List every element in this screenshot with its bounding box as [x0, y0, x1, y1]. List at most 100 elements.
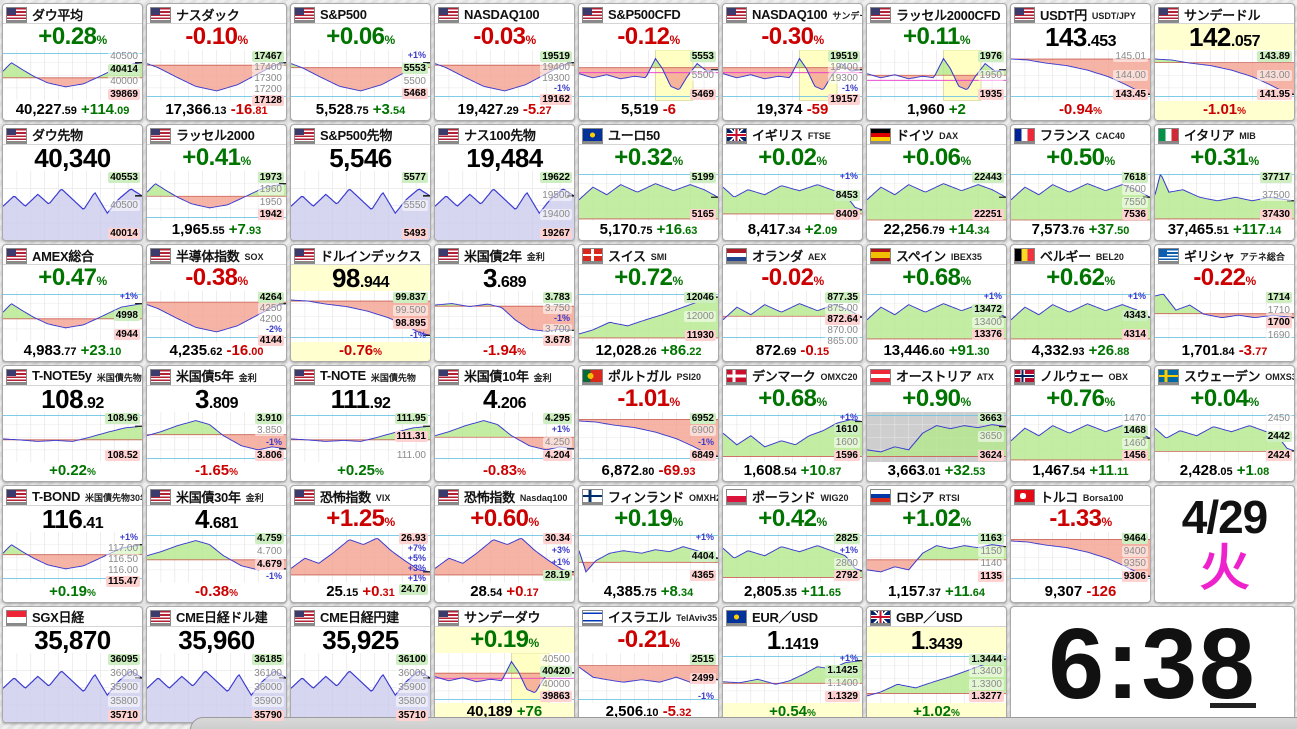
market-tile[interactable]: イギリス FTSE +0.02% +1% 8453 8409 8,417.34 +2… [722, 123, 863, 241]
market-tile[interactable]: 恐怖指数 VIX +1.25% 26.93 +7% +5% +3% +1% 24.70 2… [290, 485, 431, 603]
market-tile[interactable]: 米国債5年 金利 3.809 3.910 3.850 -1% 3.806 -1.65% [146, 364, 287, 482]
value-change: +86 [660, 341, 687, 359]
market-tile[interactable]: 恐怖指数 Nasdaq100 +0.60% 30.34 +3% +1% 28.19 2… [434, 485, 575, 603]
market-tile[interactable]: ラッセル2000CFD +0.11% 1976 1950 1935 1,960 +2 [866, 3, 1007, 121]
mini-chart: 40553 40500 40014 [3, 170, 142, 240]
axis-label: 1.1400 [825, 678, 860, 690]
market-tile[interactable]: GBP／USD 1.3439 1.3444 1.3400 1.3300 1.3277 … [866, 605, 1007, 723]
country-flag-icon [150, 248, 171, 262]
market-tile[interactable]: スペイン IBEX35 +0.68% +1% 13472 13400 13376 13… [866, 244, 1007, 362]
market-tile[interactable]: 米国債10年 金利 4.206 4.295 +1% 4.250 4.204 -0.83… [434, 364, 575, 482]
market-tile[interactable]: トルコ Borsa100 -1.33% 9464 9400 9350 9306 9,3… [1010, 485, 1151, 603]
tile-main-value: 143.453 [1011, 24, 1150, 50]
tile-subtitle: 金利 [245, 493, 264, 503]
market-tile[interactable]: CME日経ドル建 35,960 36185 36100 36000 35900 3579… [146, 605, 287, 723]
axis-label: 40000 [540, 678, 572, 690]
market-tile[interactable]: ノルウェー OBX +0.76% 1470 1468 1460 1456 1,467.… [1010, 364, 1151, 482]
market-tile[interactable]: ユーロ50 +0.32% 5199 5165 5,170.75 +16.63 [578, 123, 719, 241]
tile-title: イスラエル [608, 610, 672, 625]
market-tile[interactable]: ポーランド WIG20 +0.42% 2825 +1% 2800 2792 2,805… [722, 485, 863, 603]
value-change: -3 [1238, 341, 1253, 359]
mini-chart: 9464 9400 9350 9306 [1011, 532, 1150, 583]
tile-header: NASDAQ100 [435, 4, 574, 24]
market-tile[interactable]: サンデーダウ +0.19% 40500 40420 40000 39863 40,18… [434, 605, 575, 723]
market-tile[interactable]: S&P500先物 5,546 5577 5550 5493 [290, 123, 431, 241]
market-tile[interactable]: S&P500 +0.06% +1% 5553 5500 5468 5,528.75 +… [290, 3, 431, 121]
value-change: +1 [1236, 462, 1254, 479]
value-change: -59 [806, 100, 829, 118]
market-tile[interactable]: 半導体指数 SOX -0.38% 4264 4250 4200 -2% 4144 4,2… [146, 244, 287, 362]
date-cell: 4/29 火 [1154, 485, 1295, 603]
market-tile[interactable]: ナス100先物 19,484 19622 19500 19400 19267 [434, 123, 575, 241]
scrollbar-hint[interactable] [190, 717, 1297, 729]
market-tile[interactable]: SGX日経 35,870 36095 36000 35900 35800 35710 [2, 605, 143, 723]
value-change-decimal: .32 [676, 707, 692, 719]
market-tile[interactable]: ナスダック -0.10% 17467 17400 17300 17200 17128 1… [146, 3, 287, 121]
change-percent: +0.42% [758, 505, 827, 532]
market-tile[interactable]: 米国債2年 金利 3.689 3.783 3.750 -1% 3.700 3.678 -… [434, 244, 575, 362]
market-tile[interactable]: ドルインデックス 98.944 99.837 99.500 98.895 -1% -0… [290, 244, 431, 362]
axis-labels: 3.910 3.850 -1% 3.806 [254, 412, 284, 462]
tile-title: ドルインデックス [320, 248, 422, 264]
change-percent: +0.19% [614, 505, 683, 532]
current-value-decimal: .93 [1069, 345, 1085, 358]
market-tile[interactable]: スウェーデン OMXS30 +0.04% 2450 2442 2424 2,428.… [1154, 364, 1295, 482]
axis-label: 5577 [401, 171, 428, 183]
market-tile[interactable]: スイス SMI +0.72% 12046 12000 11930 12,028.26… [578, 244, 719, 362]
axis-labels: 5553 5500 5469 [689, 51, 716, 100]
change-percent: -0.02% [761, 264, 824, 291]
current-value: 5,528 [315, 100, 354, 118]
tile-title: オーストリア [896, 369, 972, 384]
market-tile[interactable]: ダウ平均 +0.28% 40500 40414 40000 39869 40,227.… [2, 3, 143, 121]
market-tile[interactable]: イスラエル TelAviv35 -0.21% 2515 2499 -1% 2,506… [578, 605, 719, 723]
market-tile[interactable]: ポルトガル PSI20 -1.01% 6952 6900 -1% 6849 6,872… [578, 364, 719, 482]
market-tile[interactable]: T-NOTE 米国債先物 111.92 111.95 111.31 111.00 +… [290, 364, 431, 482]
market-tile[interactable]: NASDAQ100 サンデー -0.30% 195191940019300-1%… [722, 3, 863, 121]
axis-labels: 5577 5550 5493 [401, 171, 428, 239]
market-tile[interactable]: CME日経円建 35,925 36100 36000 35900 35800 35710 [290, 605, 431, 723]
market-tile[interactable]: EUR／USD 1.1419 +1% 1.1425 1.1400 1.1329 +0.… [722, 605, 863, 723]
value-change-unit: % [375, 467, 384, 478]
market-tile[interactable]: デンマーク OMXC20 +0.68% +1% 1610 1600 1596 1,60… [722, 364, 863, 482]
market-tile[interactable]: 米国債30年 金利 4.681 4.759 4.700 4.679 -1% -0.38… [146, 485, 287, 603]
value-change: +8 [660, 582, 678, 600]
market-tile[interactable]: ギリシャ アテネ総合 -0.22% 1714 1710 1700 1690 1,701… [1154, 244, 1295, 362]
value-change: +16 [656, 221, 683, 238]
market-tile[interactable]: オーストリア ATX +0.90% 3663 3650 3624 3,663.01 … [866, 364, 1007, 482]
country-flag-icon [294, 489, 315, 503]
market-tile[interactable]: T-NOTE5y 米国債先物 108.92 108.96 108.52 +0.22… [2, 364, 143, 482]
tile-title: ユーロ50 [608, 128, 660, 143]
axis-labels: 19519 19400 19300 -1% 19157 [828, 51, 860, 105]
market-tile[interactable]: ラッセル2000 +0.41% 1973 1960 1950 1942 1,965.5… [146, 123, 287, 241]
market-tile[interactable]: フィンランド OMXH25 +0.19% +1% 4404 4365 4,385.7… [578, 485, 719, 603]
tile-header: T-BOND 米国債先物30年 [3, 486, 142, 506]
current-value: 37,465 [1167, 221, 1214, 238]
market-tile[interactable]: ロシア RTSI +1.02% 1163 1150 1140 1135 1,157.3… [866, 485, 1007, 603]
market-tile[interactable]: イタリア MIB +0.31% 37717 37500 37430 37,465.5… [1154, 123, 1295, 241]
market-tile[interactable]: ベルギー BEL20 +0.62% +1% 4343 4314 4,332.93 +… [1010, 244, 1151, 362]
tile-main-value: -0.38% [147, 265, 286, 291]
tile-subtitle: 米国債先物30年 [85, 493, 143, 503]
market-tile[interactable]: NASDAQ100 -0.03% 19519 19400 19300 -1% 19162… [434, 3, 575, 121]
market-tile[interactable]: サンデードル 142.057 143.89 143.00 141.95 -1.01% [1154, 3, 1295, 121]
market-tile[interactable]: AMEX総合 +0.47% +1% 4998 4944 4,983.77 +23.1… [2, 244, 143, 362]
axis-labels: 1714 1710 1700 1690 [1265, 292, 1292, 341]
country-flag-icon [1014, 127, 1035, 142]
tile-header: ユーロ50 [579, 125, 718, 145]
market-tile[interactable]: T-BOND 米国債先物30年 116.41 +1% 117.00 116.50 11… [2, 485, 143, 603]
tile-main-value: +0.68% [723, 385, 862, 412]
market-tile[interactable]: フランス CAC40 +0.50% 7618 7600 7550 7536 7,573… [1010, 123, 1151, 241]
market-tile[interactable]: USDT円 USDT/JPY 143.453 145.01 144.00 143.4… [1010, 3, 1151, 121]
current-value-decimal: .54 [486, 586, 503, 599]
axis-label: 2424 [1265, 450, 1292, 461]
market-tile[interactable]: ダウ先物 40,340 40553 40500 40014 [2, 123, 143, 241]
market-tile[interactable]: ドイツ DAX +0.06% 22443 22251 22,256.79 +14.… [866, 123, 1007, 241]
tile-subtitle: ATX [976, 372, 994, 382]
axis-label: 1.1329 [825, 690, 860, 702]
market-tile[interactable]: オランダ AEX -0.02% 877.35 875.00 872.64 870.00… [722, 244, 863, 362]
market-tile[interactable]: S&P500CFD -0.12% 5553 5500 5469 5,519 -6 [578, 3, 719, 121]
change-percent: -0.21% [617, 625, 680, 653]
tile-header: オーストリア ATX [867, 366, 1006, 386]
tile-subtitle: VIX [375, 492, 391, 503]
mini-chart: 37717 37500 37430 [1155, 170, 1294, 221]
